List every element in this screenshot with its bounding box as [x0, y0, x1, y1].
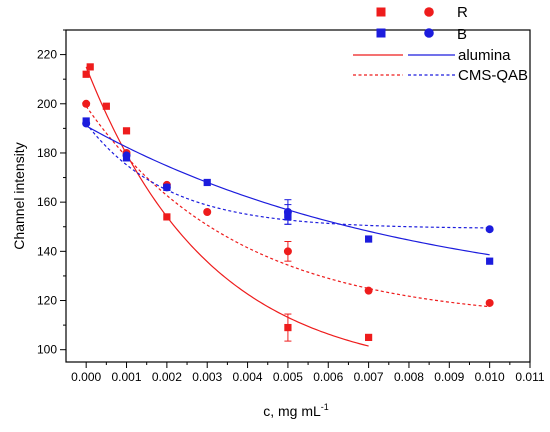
y-tick-label: 100 — [37, 343, 57, 357]
point-r-square — [82, 70, 90, 78]
x-tick-label: 0.004 — [233, 370, 263, 384]
legend: R B alumina CMS-QAB — [353, 4, 528, 84]
legend-label-alumina: alumina — [458, 47, 511, 64]
x-axis-label-main: c, mg mL — [263, 403, 321, 419]
point-r-circle — [203, 207, 212, 216]
legend-marker-r-square — [376, 7, 386, 17]
point-b-circle — [82, 119, 91, 128]
x-tick-label: 0.005 — [273, 370, 303, 384]
point-r-square — [122, 127, 131, 135]
fit-curve-b-alumina — [85, 125, 490, 256]
point-b-circle — [485, 225, 494, 234]
x-tick-label: 0.011 — [515, 370, 544, 384]
point-b-square — [203, 178, 211, 187]
data-points — [82, 63, 494, 342]
point-r-square — [86, 63, 94, 71]
y-axis-label: Channel intensity — [11, 142, 27, 249]
legend-marker-r-circle — [424, 7, 434, 17]
legend-marker-b-circle — [424, 28, 434, 38]
fit-curve-r-cms-qab — [85, 105, 490, 308]
x-tick-label: 0.007 — [354, 370, 384, 384]
legend-marker-b-square — [376, 28, 386, 38]
point-r-circle — [485, 298, 494, 307]
x-tick-label: 0.009 — [434, 370, 464, 384]
point-r-circle — [82, 99, 91, 108]
x-tick-label: 0.006 — [313, 370, 343, 384]
fit-curve-r-alumina — [85, 66, 369, 347]
plot-frame — [65, 29, 531, 363]
point-r-square — [102, 102, 110, 110]
x-tick-label: 0.010 — [475, 370, 505, 384]
point-b-square — [284, 213, 292, 221]
x-tick-label: 0.000 — [71, 370, 101, 384]
point-r-square — [365, 333, 373, 342]
axis-ticks — [60, 29, 531, 368]
point-b-circle — [283, 207, 292, 216]
point-b-circle — [162, 183, 171, 192]
y-tick-label: 200 — [37, 97, 57, 111]
x-tick-label: 0.003 — [192, 370, 222, 384]
error-bars — [284, 199, 292, 342]
x-tick-label: 0.001 — [112, 370, 142, 384]
y-tick-label: 120 — [37, 294, 57, 308]
point-b-square — [365, 235, 373, 243]
point-b-circle — [122, 151, 131, 160]
x-axis-label-sup: -1 — [321, 402, 329, 412]
x-tick-label: 0.008 — [394, 370, 424, 384]
y-tick-label: 220 — [37, 48, 57, 62]
fit-curve-b-cms-qab — [85, 123, 490, 229]
point-r-square — [163, 213, 171, 221]
tick-labels: 0.000 0.001 0.002 0.003 0.004 0.005 0.006 0.007… — [37, 48, 545, 384]
point-r-square — [284, 323, 292, 332]
y-tick-label: 140 — [37, 244, 57, 258]
x-tick-label: 0.002 — [152, 370, 182, 384]
y-tick-label: 160 — [37, 195, 57, 209]
legend-header-b: B — [457, 26, 467, 43]
point-r-circle — [364, 286, 373, 295]
legend-header-r: R — [457, 4, 468, 21]
point-r-circle — [283, 247, 292, 256]
y-tick-label: 180 — [37, 146, 57, 160]
point-b-square — [486, 257, 494, 265]
x-axis-label: c, mg mL-1 — [263, 402, 329, 419]
legend-label-cms-qab: CMS-QAB — [458, 67, 528, 84]
